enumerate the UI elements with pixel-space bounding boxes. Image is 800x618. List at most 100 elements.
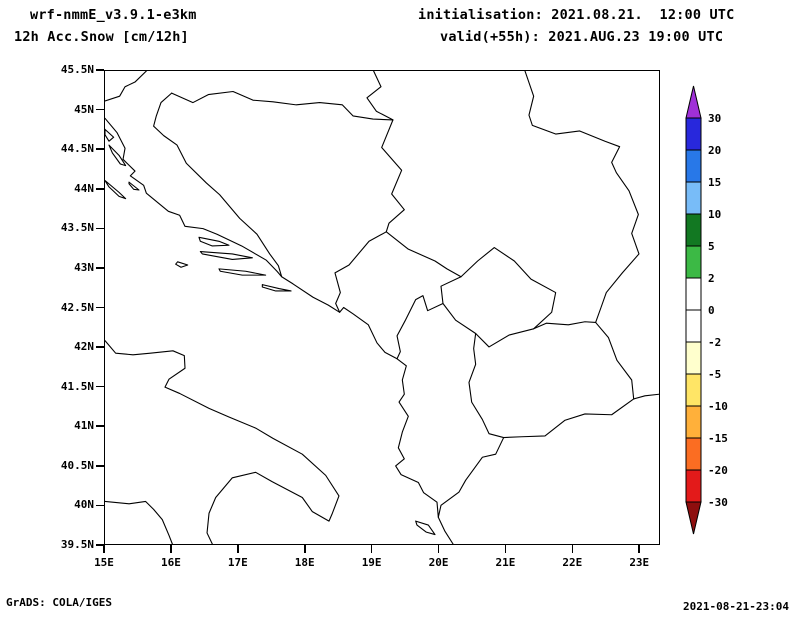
outline-adriatic-east-coastline: [105, 117, 454, 544]
lon-tick: [303, 545, 306, 553]
lat-tick: [96, 227, 104, 230]
lon-tick-label: 19E: [361, 556, 382, 569]
outline-island-brac: [198, 236, 230, 247]
colorbar-level-label: 30: [708, 112, 721, 125]
product-title: 12h Acc.Snow [cm/12h]: [14, 29, 189, 45]
outline-italy-tyrrhenian-coastline: [105, 500, 173, 544]
colorbar-level-label: 2: [708, 272, 715, 285]
grads-credit: GrADS: COLA/IGES: [6, 596, 112, 609]
lon-tick-label: 21E: [495, 556, 516, 569]
outline-island-hvar: [199, 250, 253, 260]
colorbar-level-label: -30: [708, 496, 728, 509]
lat-tick: [96, 306, 104, 309]
outline-island-korcula: [218, 268, 267, 276]
lon-tick: [170, 545, 172, 553]
model-version-title: wrf-nmmE_v3.9.1-e3km: [30, 7, 197, 23]
colorbar-level-label: -20: [708, 464, 728, 477]
lat-tick: [96, 385, 104, 388]
colorbar-segment-12: [685, 469, 702, 503]
map-plot-frame: [104, 70, 660, 545]
outline-bosnia-montenegro-border: [334, 231, 387, 313]
colorbar-segment-4: [685, 213, 702, 247]
outline-north-macedonia-albania-border: [468, 332, 505, 439]
colorbar-segment-9: [685, 373, 702, 407]
colorbar-segment-2: [685, 149, 702, 183]
lat-tick-label: 43.5N: [60, 221, 94, 235]
outline-island-pasman: [128, 181, 140, 191]
outline-island-mljet: [261, 284, 292, 292]
outline-north-macedonia-bulgaria-border: [595, 321, 635, 400]
lat-tick-label: 42.5N: [60, 300, 94, 314]
lon-tick: [237, 545, 239, 553]
outline-bosnia-serbia-border-drina: [381, 119, 405, 233]
creation-timestamp: 2021-08-21-23:04: [683, 600, 789, 613]
colorbar-level-label: 15: [708, 176, 721, 189]
colorbar-level-label: -15: [708, 432, 728, 445]
colorbar-segment-7: [685, 309, 702, 343]
outline-albania-greece-border: [437, 437, 505, 518]
lat-tick-label: 44.5N: [60, 142, 94, 156]
lon-tick: [571, 545, 574, 553]
lat-tick: [96, 504, 104, 507]
lat-tick-label: 43N: [74, 260, 94, 274]
colorbar-level-label: 20: [708, 144, 721, 157]
lat-tick-label: 42N: [74, 340, 94, 354]
lat-tick-label: 44N: [74, 181, 94, 195]
outline-serbia-romania-bulgaria-border: [524, 71, 640, 323]
outline-kosovo-border: [440, 247, 557, 348]
colorbar-segment-0: [685, 85, 702, 119]
lon-tick-label: 16E: [160, 556, 181, 569]
lon-tick: [370, 545, 373, 553]
lon-tick-label: 17E: [227, 556, 248, 569]
outline-north-macedonia-greece-border: [503, 398, 635, 439]
colorbar-segment-10: [685, 405, 702, 439]
lat-tick: [96, 187, 104, 190]
lon-tick: [437, 545, 440, 553]
colorbar-segment-3: [685, 181, 702, 215]
colorbar-level-label: 0: [708, 304, 715, 317]
outline-island-dugi-otok: [105, 179, 127, 200]
colorbar-level-label: 5: [708, 240, 715, 253]
colorbar-segment-13: [685, 501, 702, 535]
lat-tick-label: 40N: [74, 498, 94, 512]
outline-croatia-serbia-border: [366, 71, 394, 121]
lat-tick-label: 41N: [74, 419, 94, 433]
map-outlines: [105, 71, 659, 544]
lon-tick: [638, 545, 641, 553]
outline-croatia-bosnia-border-sw: [153, 92, 283, 278]
outline-serbia-north-macedonia-border: [533, 321, 597, 330]
colorbar-segment-1: [685, 117, 702, 151]
lon-tick: [103, 545, 105, 553]
outline-slovenia-croatia-border: [105, 71, 147, 102]
lon-tick-label: 15E: [94, 556, 114, 569]
lat-tick: [96, 346, 104, 348]
outline-island-pag: [108, 144, 127, 167]
outline-island-vis: [175, 261, 189, 268]
lon-tick-label: 18E: [294, 556, 315, 569]
colorbar-level-label: -2: [708, 336, 721, 349]
colorbar-level-label: -10: [708, 400, 728, 413]
colorbar-segment-8: [685, 341, 702, 375]
lon-tick-label: 22E: [562, 556, 583, 569]
lat-tick: [96, 544, 104, 546]
outline-italy-adriatic-ionian-coastline: [105, 340, 340, 544]
lat-tick: [96, 267, 104, 269]
lon-tick-label: 23E: [629, 556, 650, 569]
lat-tick-label: 40.5N: [60, 458, 94, 472]
valid-time: valid(+55h): 2021.AUG.23 19:00 UTC: [440, 29, 724, 45]
colorbar-segment-6: [685, 277, 702, 311]
colorbar-level-label: -5: [708, 368, 721, 381]
lon-tick-label: 20E: [428, 556, 449, 569]
colorbar-segment-5: [685, 245, 702, 279]
lat-tick-label: 39.5N: [60, 538, 94, 551]
lat-tick-label: 45N: [74, 102, 94, 116]
lat-tick: [96, 465, 104, 467]
outline-serbia-montenegro-border: [385, 231, 462, 278]
lat-tick: [96, 425, 104, 428]
initialisation-time: initialisation: 2021.08.21. 12:00 UTC: [418, 7, 735, 23]
colorbar-level-label: 10: [708, 208, 721, 221]
outline-montenegro-albania-border: [396, 295, 444, 360]
lat-tick: [96, 69, 104, 71]
